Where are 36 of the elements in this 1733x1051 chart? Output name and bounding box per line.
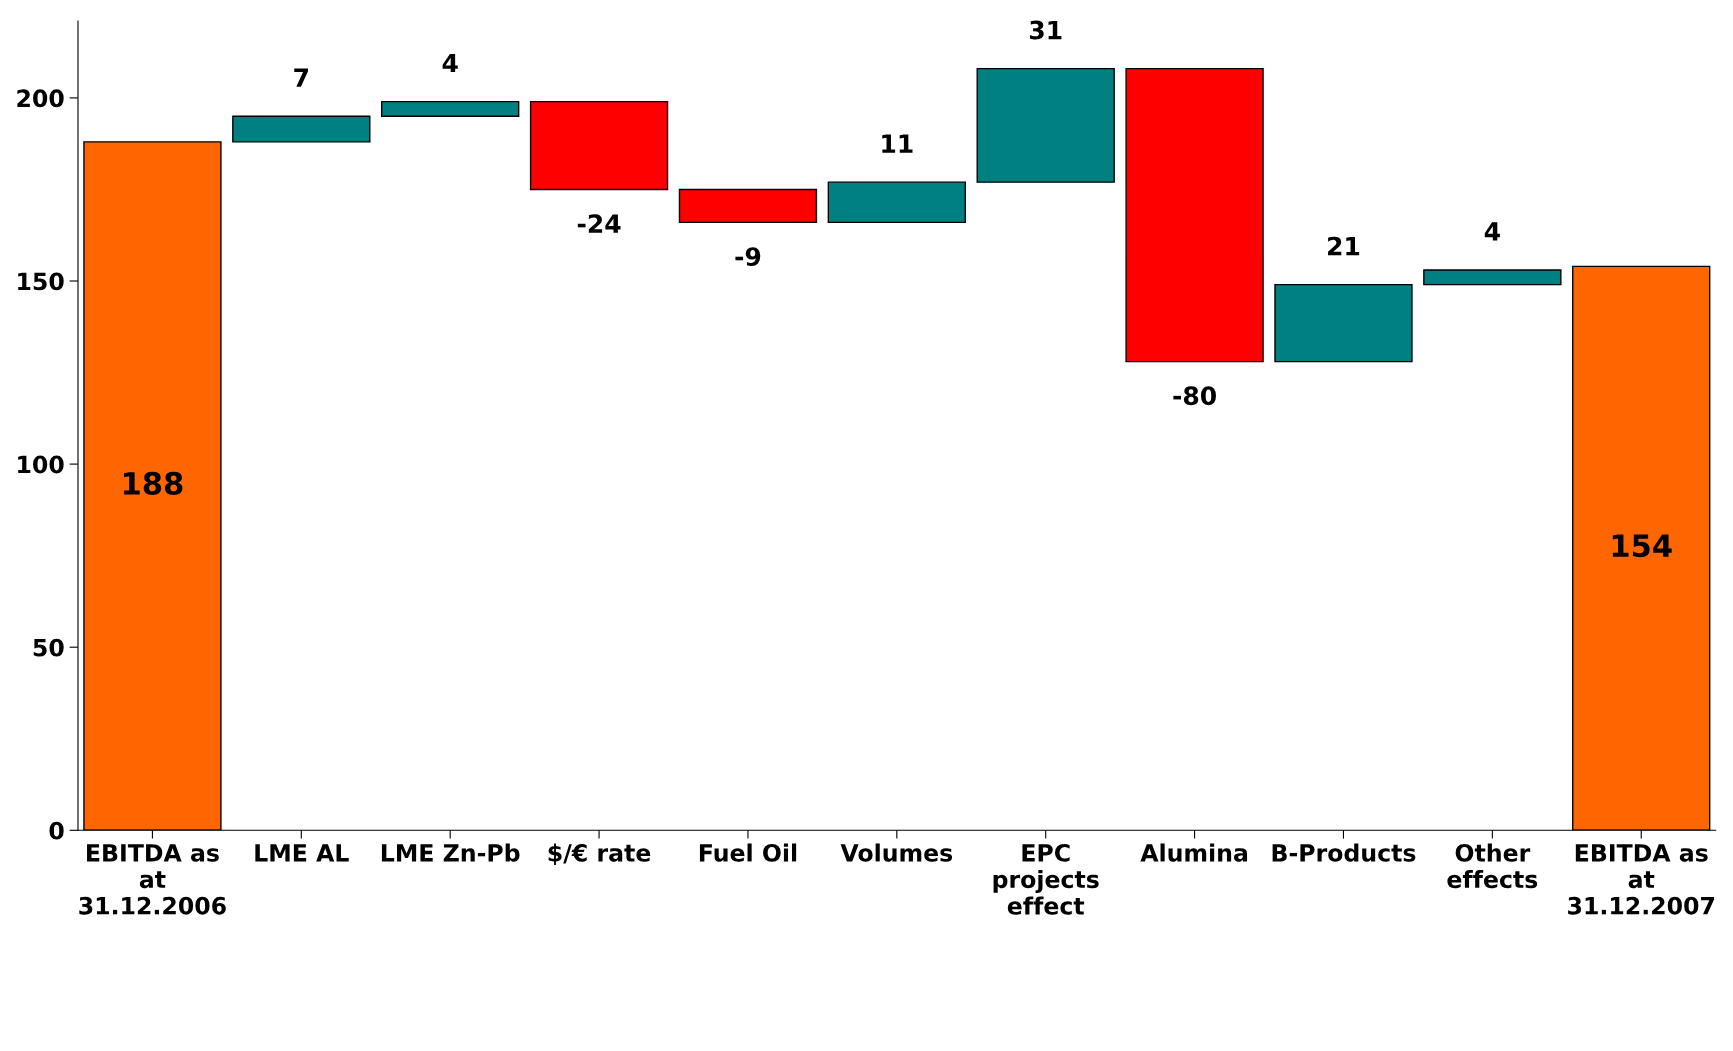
data-label: -9: [735, 247, 761, 267]
data-label: -80: [1173, 386, 1216, 406]
x-tick-label: EBITDA as at 31.12.2007: [1568, 844, 1715, 915]
x-tick-label: EPC projects effect: [993, 843, 1099, 915]
bar: [827, 181, 967, 224]
bar: [1125, 67, 1264, 363]
data-label: 154: [1612, 534, 1672, 558]
data-label: 11: [882, 134, 913, 153]
bar: [976, 67, 1115, 183]
data-label: 21: [1328, 236, 1360, 256]
y-tick-label: 150: [18, 272, 64, 291]
data-label: 31: [1029, 20, 1062, 40]
x-tick-label: Alumina: [1140, 843, 1248, 862]
y-tick-label: 50: [33, 638, 64, 657]
x-tick-label: Volumes: [840, 843, 953, 862]
bar: [678, 188, 818, 224]
bar: [1274, 283, 1413, 363]
bar: [381, 100, 520, 117]
data-label: -24: [577, 214, 621, 233]
x-tick-label: B-Products: [1272, 843, 1416, 862]
x-tick-label: Fuel Oil: [699, 843, 797, 862]
data-label: 4: [1484, 222, 1500, 241]
bar: [529, 100, 669, 191]
x-tick-label: $/€ rate: [548, 843, 651, 865]
y-tick-label: 0: [49, 821, 64, 840]
x-tick-label: Other effects: [1447, 843, 1538, 889]
y-tick-label: 200: [17, 89, 64, 108]
data-label: 7: [294, 68, 309, 87]
data-label: 4: [442, 53, 458, 73]
y-tick-label: 100: [18, 455, 64, 474]
bar: [1423, 269, 1562, 286]
bar: [232, 115, 371, 143]
x-tick-label: LME Zn-Pb: [381, 843, 520, 862]
x-tick-label: LME AL: [255, 844, 349, 862]
x-tick-label: EBITDA as at 31.12.2006: [79, 844, 226, 915]
data-label: 188: [123, 471, 183, 495]
